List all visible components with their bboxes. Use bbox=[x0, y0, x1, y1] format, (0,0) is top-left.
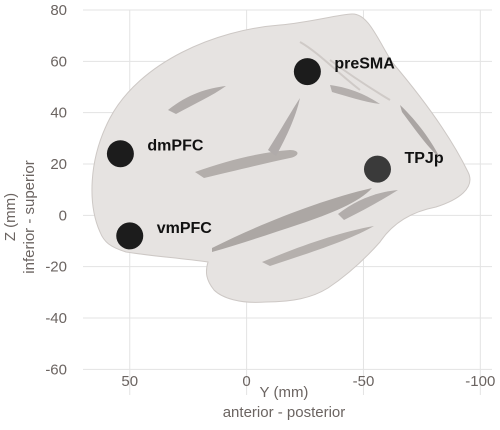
y-tick-label: 0 bbox=[59, 207, 67, 224]
roi-markers: preSMA dmPFC vmPFC TPJp bbox=[106, 56, 444, 250]
y-tick-label: 20 bbox=[50, 156, 67, 173]
x-tick-label: 50 bbox=[121, 373, 138, 390]
y-tick-label: 80 bbox=[50, 2, 67, 19]
vmpfc-label: vmPFC bbox=[157, 220, 213, 237]
y-tick-label: 60 bbox=[50, 53, 67, 70]
brain-ridge-superior bbox=[299, 41, 361, 91]
presma-marker bbox=[293, 58, 321, 86]
tick-labels: 50 0 -50 -100 80 60 40 20 0 -20 -40 -60 bbox=[45, 2, 495, 390]
x-tick-label: -50 bbox=[353, 373, 375, 390]
sulcus-occipital bbox=[330, 85, 380, 104]
brain-surface bbox=[91, 13, 471, 303]
y-axis-label: Z (mm) bbox=[2, 193, 19, 241]
presma-label: preSMA bbox=[334, 56, 395, 73]
tpjp-label: TPJp bbox=[404, 150, 443, 167]
y-tick-label: -20 bbox=[45, 259, 67, 276]
x-tick-label: -100 bbox=[465, 373, 495, 390]
axis-labels: Y (mm) anterior - posterior Z (mm) infer… bbox=[2, 160, 345, 421]
sulcus-temporal-upper bbox=[212, 188, 372, 252]
y-tick-label: 40 bbox=[50, 105, 67, 122]
sulcus-lateral bbox=[195, 150, 298, 178]
x-axis-sublabel: anterior - posterior bbox=[223, 404, 346, 421]
y-axis-sublabel: inferior - superior bbox=[21, 160, 38, 273]
brain-ridge-parietal bbox=[329, 59, 391, 101]
sulcus-temporal-lower bbox=[262, 226, 374, 266]
x-axis-label: Y (mm) bbox=[260, 384, 309, 401]
sulcus-parietal bbox=[400, 105, 440, 158]
sulcus-central bbox=[268, 98, 300, 156]
tpjp-marker bbox=[363, 155, 391, 183]
sulcus-frontal bbox=[168, 86, 226, 114]
y-tick-label: -60 bbox=[45, 361, 67, 378]
x-tick-label: 0 bbox=[242, 373, 250, 390]
vmpfc-marker bbox=[116, 222, 144, 250]
y-tick-label: -40 bbox=[45, 310, 67, 327]
dmpfc-label: dmPFC bbox=[147, 138, 203, 155]
sulcus-temporal-occipital bbox=[338, 190, 398, 220]
dmpfc-marker bbox=[106, 140, 134, 168]
